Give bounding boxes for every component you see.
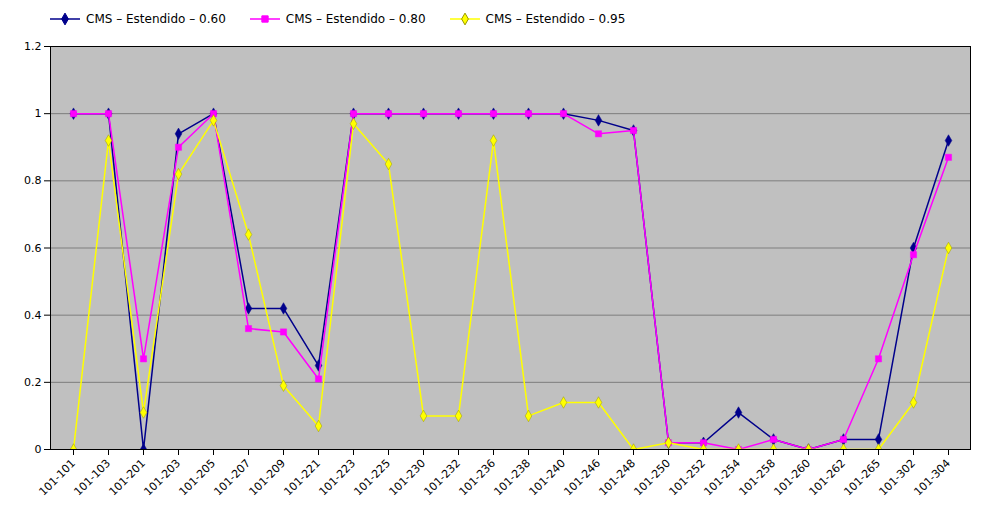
svg-text:101-246: 101-246 [561, 457, 603, 499]
svg-text:0: 0 [35, 443, 42, 456]
svg-text:101-252: 101-252 [666, 457, 708, 499]
svg-text:101-262: 101-262 [806, 457, 848, 499]
html-text:CMS – Estendido – 0.95: CMS – Estendido – 0.95 [485, 12, 626, 26]
svg-text:0.2: 0.2 [24, 376, 42, 389]
svg-text:101-254: 101-254 [701, 457, 743, 499]
svg-text:101-221: 101-221 [281, 457, 323, 499]
svg-text:101-258: 101-258 [736, 457, 778, 499]
svg-text:101-250: 101-250 [631, 457, 673, 499]
svg-text:0.6: 0.6 [24, 242, 42, 255]
svg-text:101-203: 101-203 [141, 457, 183, 499]
svg-text:101-265: 101-265 [841, 457, 883, 499]
svg-text:101-248: 101-248 [596, 457, 638, 499]
svg-text:101-101: 101-101 [36, 457, 78, 499]
svg-text:0.4: 0.4 [24, 309, 42, 322]
svg-text:101-260: 101-260 [771, 457, 813, 499]
svg-text:101-207: 101-207 [211, 457, 253, 499]
html-text:CMS – Estendido – 0.60: CMS – Estendido – 0.60 [86, 12, 226, 26]
svg-text:1: 1 [35, 107, 42, 120]
svg-text:101-238: 101-238 [491, 457, 533, 499]
svg-text:101-201: 101-201 [106, 457, 148, 499]
svg-text:101-209: 101-209 [246, 457, 288, 499]
svg-text:101-240: 101-240 [526, 457, 568, 499]
svg-text:0.8: 0.8 [24, 174, 42, 187]
svg-text:101-205: 101-205 [176, 457, 218, 499]
svg-text:101-236: 101-236 [456, 457, 498, 499]
svg-text:101-302: 101-302 [876, 457, 918, 499]
svg-text:101-232: 101-232 [421, 457, 463, 499]
svg-text:101-223: 101-223 [316, 457, 358, 499]
svg-text:101-103: 101-103 [71, 457, 113, 499]
svg-text:101-304: 101-304 [911, 457, 953, 499]
html-text:CMS – Estendido – 0.80: CMS – Estendido – 0.80 [285, 12, 426, 26]
svg-text:101-225: 101-225 [351, 457, 393, 499]
svg-text:101-230: 101-230 [386, 457, 428, 499]
svg-text:1.2: 1.2 [24, 40, 42, 53]
